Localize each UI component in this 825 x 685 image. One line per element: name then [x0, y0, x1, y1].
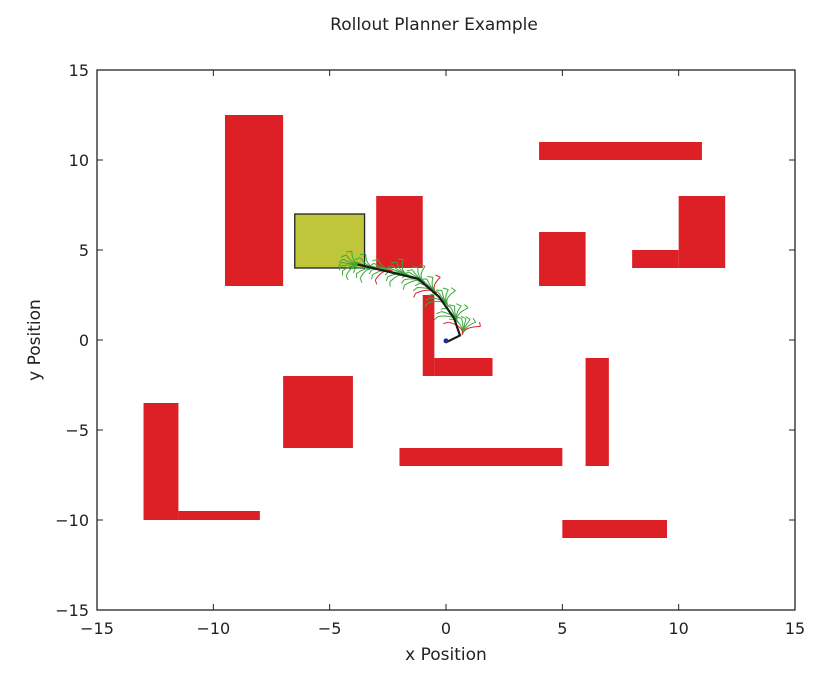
rollout-tip: [338, 265, 342, 271]
y-tick-label: 10: [69, 151, 89, 170]
rollout-tip: [386, 265, 393, 269]
obstacles-layer: [143, 115, 726, 538]
rollout-tip: [338, 258, 344, 263]
obstacle-1: [224, 115, 284, 286]
obstacle-7: [434, 358, 493, 376]
rollout-tip: [406, 269, 413, 272]
rollout-tip: [448, 304, 455, 307]
rollout-tip: [374, 279, 378, 285]
rollout-tip: [419, 264, 426, 267]
rollout-fan-3: [424, 287, 456, 308]
obstacle-8: [399, 448, 563, 466]
x-tick-label: 5: [557, 619, 567, 638]
y-tick-label: −10: [55, 511, 89, 530]
rollout-tip: [402, 285, 405, 290]
rollout-tip: [354, 257, 361, 261]
y-tick-label: 5: [79, 241, 89, 260]
x-tick-label: −5: [318, 619, 342, 638]
rollout-tip: [401, 279, 405, 284]
rollout-fan-5: [401, 264, 426, 290]
vehicle-marker: [443, 338, 449, 344]
rollout-tip: [338, 262, 343, 267]
rollout-tip: [428, 293, 435, 296]
rollout-tip: [456, 303, 462, 307]
rollout-tip: [413, 292, 417, 298]
obstacle-5: [178, 511, 260, 520]
executed-path: [357, 263, 462, 343]
rollout-tip: [359, 278, 363, 283]
rollout-free: [404, 279, 426, 286]
rollout-colliding: [448, 321, 463, 335]
chart-title: Rollout Planner Example: [330, 15, 538, 35]
rollout-tip: [460, 315, 467, 320]
rollout-tip: [442, 287, 449, 291]
axis-ticks-layer: −15 −10 −5 0 5 10 15 −15 −10 −5 0 5 10 15: [55, 61, 805, 638]
x-axis-label: x Position: [405, 645, 487, 665]
rollout-free: [437, 315, 459, 323]
rollout-tip: [436, 311, 442, 315]
path-layer: [357, 263, 462, 344]
x-tick-label: 15: [785, 619, 805, 638]
y-axis-label: y Position: [25, 299, 45, 381]
rollout-tip: [391, 261, 397, 264]
obstacle-3: [283, 376, 353, 448]
rollout-tip: [412, 287, 418, 292]
obstacle-9: [539, 142, 702, 160]
rollout-tip: [345, 250, 352, 253]
rollout-fan-1: [443, 315, 481, 335]
rollout-tip: [414, 282, 421, 286]
rollout-colliding: [374, 269, 393, 281]
rollout-tip: [450, 287, 456, 291]
rollout-tip: [433, 316, 439, 321]
x-tick-label: 10: [668, 619, 688, 638]
x-tick-label: −15: [80, 619, 114, 638]
y-tick-label: 0: [79, 331, 89, 350]
rollout-colliding: [415, 289, 438, 294]
rollout-tip: [479, 321, 481, 327]
obstacle-2: [376, 196, 423, 268]
rollout-tip: [385, 276, 389, 282]
obstacle-10: [539, 232, 586, 286]
rollout-tip: [372, 258, 378, 262]
rollout-tip: [368, 269, 373, 275]
obstacle-6: [422, 295, 435, 376]
y-tick-label: −15: [55, 601, 89, 620]
rollout-tip: [465, 316, 471, 320]
rollout-tip: [359, 253, 366, 256]
y-tick-label: 15: [69, 61, 89, 80]
rollout-tip: [472, 317, 477, 323]
x-tick-label: −10: [196, 619, 230, 638]
rollout-tip: [371, 274, 373, 280]
rollout-tip: [345, 275, 349, 281]
obstacle-13: [585, 358, 609, 466]
obstacle-11: [632, 250, 679, 268]
obstacle-12: [678, 196, 726, 268]
rollout-tip: [440, 307, 447, 310]
y-tick-label: −5: [65, 421, 89, 440]
rollout-tip: [424, 302, 429, 308]
x-tick-label: 0: [441, 619, 451, 638]
rollout-tip: [427, 275, 434, 278]
rollout-tip: [435, 274, 441, 278]
rollout-tip: [464, 304, 469, 309]
rollout-tip: [425, 297, 431, 301]
obstacle-14: [562, 520, 668, 538]
rollout-tip: [443, 321, 449, 325]
rollout-tip: [352, 268, 356, 274]
rollout-free: [427, 300, 449, 307]
obstacle-4: [143, 403, 179, 520]
rollout-tip: [340, 254, 347, 258]
